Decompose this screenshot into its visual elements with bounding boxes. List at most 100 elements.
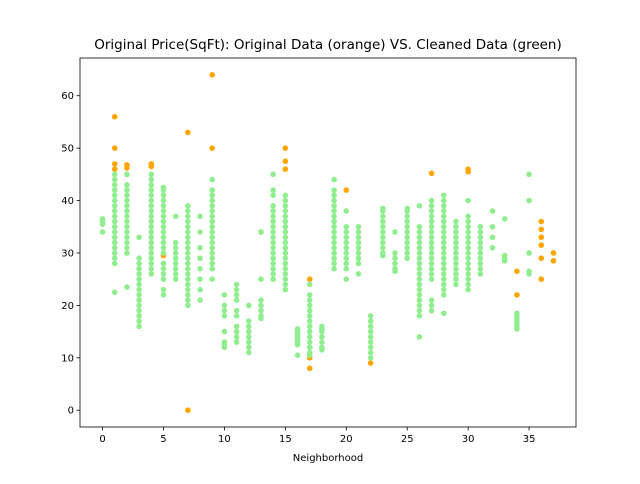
cleaned-data-point xyxy=(343,255,350,262)
cleaned-data-point xyxy=(440,260,447,267)
cleaned-data-point xyxy=(197,229,203,235)
cleaned-data-point xyxy=(380,213,386,220)
cleaned-data-point xyxy=(160,229,167,235)
cleaned-data-point xyxy=(416,297,423,303)
cleaned-data-point xyxy=(221,313,228,319)
cleaned-data-point xyxy=(270,255,276,262)
cleaned-data-point xyxy=(453,229,459,235)
cleaned-data-point xyxy=(477,223,484,230)
cleaned-data-point xyxy=(282,260,289,267)
cleaned-data-point xyxy=(136,323,142,330)
cleaned-data-point xyxy=(404,229,411,235)
cleaned-data-point xyxy=(148,234,155,241)
cleaned-data-point xyxy=(343,239,350,246)
cleaned-data-point xyxy=(404,208,411,214)
cleaned-data-point xyxy=(136,302,142,309)
cleaned-data-point xyxy=(416,223,423,230)
cleaned-data-point xyxy=(282,271,289,277)
cleaned-data-point xyxy=(465,223,471,230)
cleaned-data-point xyxy=(392,255,398,262)
cleaned-data-point xyxy=(258,297,264,303)
cleaned-data-point xyxy=(489,244,496,251)
cleaned-data-point xyxy=(197,297,203,303)
cleaned-data-point xyxy=(148,171,155,178)
cleaned-data-point xyxy=(136,292,142,298)
cleaned-data-point xyxy=(477,265,484,272)
cleaned-data-point xyxy=(282,239,289,246)
cleaned-data-point xyxy=(111,250,118,256)
cleaned-data-point xyxy=(367,349,374,356)
x-tick-label: 30 xyxy=(462,434,475,445)
cleaned-data-point xyxy=(282,244,289,251)
cleaned-data-point xyxy=(331,213,337,220)
cleaned-data-point xyxy=(172,255,179,262)
cleaned-data-point xyxy=(209,250,216,256)
cleaned-data-point xyxy=(477,250,484,256)
cleaned-data-point xyxy=(124,203,130,209)
cleaned-data-point xyxy=(209,255,216,262)
cleaned-data-point xyxy=(416,286,423,293)
cleaned-data-point xyxy=(185,302,191,309)
cleaned-data-point xyxy=(306,313,313,319)
cleaned-data-point xyxy=(465,255,471,262)
cleaned-data-point xyxy=(258,315,264,322)
cleaned-data-point xyxy=(319,328,325,335)
cleaned-data-point xyxy=(428,271,435,277)
cleaned-data-point xyxy=(367,313,374,319)
cleaned-data-point xyxy=(319,334,325,340)
cleaned-data-point xyxy=(477,229,484,235)
cleaned-data-point xyxy=(514,326,520,332)
cleaned-data-point xyxy=(343,229,350,235)
cleaned-data-point xyxy=(355,239,362,246)
cleaned-data-point xyxy=(270,271,276,277)
cleaned-data-point xyxy=(148,223,155,230)
cleaned-data-point xyxy=(209,260,216,267)
cleaned-data-point xyxy=(209,234,216,241)
cleaned-data-point xyxy=(428,307,435,314)
cleaned-data-point xyxy=(465,281,471,288)
cleaned-data-point xyxy=(453,239,459,246)
cleaned-data-point xyxy=(160,187,167,193)
cleaned-data-point xyxy=(124,213,130,220)
cleaned-data-point xyxy=(465,276,471,282)
cleaned-data-point xyxy=(392,229,398,235)
original-data-point xyxy=(514,292,520,298)
cleaned-data-point xyxy=(160,244,167,251)
axes-frame xyxy=(79,57,577,428)
cleaned-data-point xyxy=(221,328,228,335)
cleaned-data-point xyxy=(465,239,471,246)
cleaned-data-point xyxy=(258,229,264,235)
cleaned-data-point xyxy=(355,234,362,241)
cleaned-data-point xyxy=(380,208,386,214)
cleaned-data-point xyxy=(319,339,325,345)
cleaned-data-point xyxy=(111,187,118,193)
cleaned-data-point xyxy=(282,286,289,293)
cleaned-data-point xyxy=(465,229,471,235)
cleaned-data-point xyxy=(172,239,179,246)
cleaned-data-point xyxy=(489,223,496,230)
cleaned-data-point xyxy=(148,250,155,256)
cleaned-data-point xyxy=(416,271,423,277)
cleaned-data-point xyxy=(343,260,350,267)
cleaned-data-point xyxy=(453,223,459,230)
cleaned-data-point xyxy=(282,197,289,204)
cleaned-data-point xyxy=(355,223,362,230)
cleaned-data-point xyxy=(526,197,532,204)
cleaned-data-point xyxy=(160,223,167,230)
cleaned-data-point xyxy=(416,244,423,251)
original-data-point xyxy=(514,268,520,275)
original-data-point xyxy=(538,276,545,282)
cleaned-data-point xyxy=(404,255,411,262)
cleaned-data-point xyxy=(331,250,337,256)
cleaned-data-point xyxy=(416,281,423,288)
original-data-point xyxy=(111,166,118,172)
cleaned-data-point xyxy=(477,244,484,251)
x-tick-label: 10 xyxy=(218,434,231,445)
cleaned-data-point xyxy=(172,213,179,220)
cleaned-data-point xyxy=(428,276,435,282)
cleaned-data-point xyxy=(440,229,447,235)
cleaned-data-point xyxy=(440,208,447,214)
original-data-point xyxy=(550,250,557,256)
original-data-point xyxy=(124,165,130,171)
cleaned-data-point xyxy=(172,250,179,256)
